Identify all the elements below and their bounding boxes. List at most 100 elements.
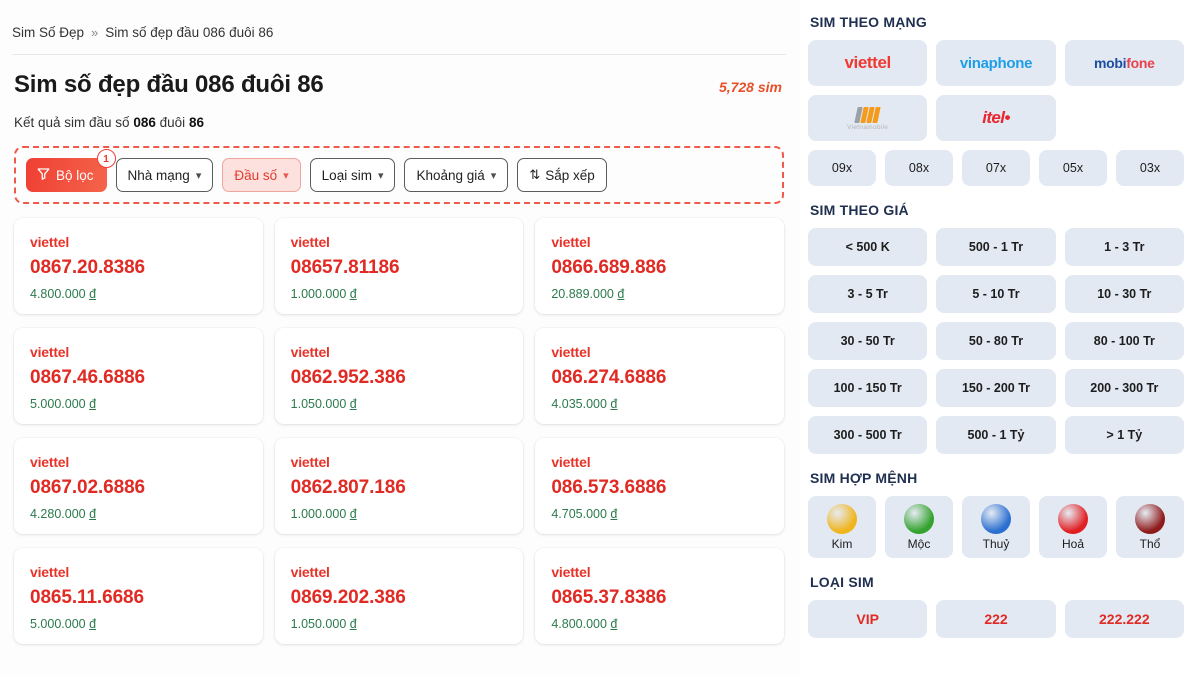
- sim-number: 0867.20.8386: [30, 257, 146, 278]
- filter-button[interactable]: Bộ lọc 1: [26, 149, 116, 192]
- sim-number: 0866.689.886: [551, 257, 667, 278]
- price-range-tile[interactable]: > 1 Tỷ: [1064, 416, 1184, 454]
- price-range-tile[interactable]: 100 - 150 Tr: [808, 369, 928, 407]
- currency-symbol: đ: [89, 617, 97, 631]
- element-Thuỷ-icon: [981, 503, 1011, 534]
- sort-button[interactable]: ⇅ Sắp xếp: [517, 158, 607, 192]
- network-logo-grid: viettel vinaphone mobifone: [808, 40, 1184, 86]
- element-tile-Hoả[interactable]: Hoả: [1039, 496, 1107, 558]
- vietnamobile-wordmark: Vietnamobile: [847, 123, 889, 131]
- filter-count-badge: 1: [96, 149, 116, 168]
- network-mobifone[interactable]: mobifone: [1064, 40, 1184, 86]
- sim-network-label: viettel: [30, 564, 70, 580]
- chip-nha-mang[interactable]: Nhà mạng ▾: [115, 158, 214, 192]
- result-prefix: Kết quả sim đầu số: [14, 115, 130, 130]
- sim-card[interactable]: viettel 0867.20.8386 4.800.000 đ: [14, 218, 263, 314]
- chip-dau-so[interactable]: Đầu số ▾: [222, 158, 301, 192]
- currency-symbol: đ: [89, 397, 97, 411]
- sim-price: 4.035.000 đ: [551, 397, 618, 411]
- vietnamobile-logo-icon: Vietnamobile: [847, 106, 888, 131]
- sim-network-label: viettel: [290, 344, 330, 360]
- sim-number: 0865.37.8386: [551, 587, 667, 608]
- section-title-network: SIM THEO MẠNG: [810, 14, 927, 30]
- chip-khoang-gia[interactable]: Khoảng giá ▾: [404, 158, 509, 192]
- prefix-tile-05x[interactable]: 05x: [1039, 150, 1107, 186]
- price-range-tile[interactable]: 3 - 5 Tr: [808, 275, 928, 313]
- prefix-tile-09x[interactable]: 09x: [808, 150, 876, 186]
- currency-symbol: đ: [89, 507, 97, 521]
- sim-network-label: viettel: [290, 454, 330, 470]
- sim-number: 0867.46.6886: [30, 367, 146, 388]
- mobifone-logo-part-b: fone: [1126, 55, 1155, 71]
- breadcrumb-current: Sim số đẹp đầu 086 đuôi 86: [105, 25, 274, 40]
- price-range-tile[interactable]: < 500 K: [808, 228, 928, 266]
- price-range-tile[interactable]: 10 - 30 Tr: [1064, 275, 1184, 313]
- sim-card[interactable]: viettel 0866.689.886 20.889.000 đ: [535, 218, 784, 314]
- sim-network-label: viettel: [551, 344, 591, 360]
- mobifone-logo-part-a: mobi: [1094, 55, 1127, 71]
- network-itel[interactable]: itel•: [936, 95, 1056, 141]
- itel-logo-icon: itel•: [982, 108, 1010, 128]
- sim-card[interactable]: viettel 0862.807.186 1.000.000 đ: [274, 438, 524, 534]
- element-Thổ-icon: [1135, 503, 1165, 534]
- network-vinaphone[interactable]: vinaphone: [936, 40, 1056, 86]
- price-range-tile[interactable]: 80 - 100 Tr: [1064, 322, 1184, 360]
- element-label: Mộc: [907, 536, 931, 551]
- element-label: Hoả: [1061, 536, 1084, 551]
- sort-updown-icon: ⇅: [529, 167, 540, 182]
- price-range-tile[interactable]: 30 - 50 Tr: [808, 322, 928, 360]
- sim-card[interactable]: viettel 0869.202.386 1.050.000 đ: [274, 548, 524, 644]
- itel-dot-icon: •: [1004, 108, 1010, 127]
- element-label: Thuỷ: [982, 536, 1010, 551]
- sim-card[interactable]: viettel 086.573.6886 4.705.000 đ: [535, 438, 784, 534]
- chip-dau-so-label: Đầu số: [234, 167, 278, 183]
- sim-number: 0867.02.6886: [30, 477, 146, 498]
- currency-symbol: đ: [349, 507, 357, 521]
- prefix-tile-07x[interactable]: 07x: [962, 150, 1030, 186]
- price-range-tile[interactable]: 500 - 1 Tỷ: [936, 416, 1056, 454]
- network-viettel[interactable]: viettel: [808, 40, 928, 86]
- price-range-tile[interactable]: 5 - 10 Tr: [936, 275, 1056, 313]
- element-tile-Thuỷ[interactable]: Thuỷ: [962, 496, 1030, 558]
- sim-price: 1.050.000 đ: [290, 617, 357, 631]
- sim-price: 4.800.000 đ: [551, 617, 618, 631]
- element-label: Kim: [831, 536, 853, 551]
- sim-card[interactable]: viettel 0867.02.6886 4.280.000 đ: [14, 438, 263, 534]
- breadcrumb-home[interactable]: Sim Số Đẹp: [12, 25, 85, 40]
- price-range-tile[interactable]: 50 - 80 Tr: [936, 322, 1056, 360]
- sim-network-label: viettel: [551, 564, 591, 580]
- sim-price: 20.889.000 đ: [551, 287, 625, 301]
- sim-card[interactable]: viettel 08657.81186 1.000.000 đ: [274, 218, 524, 314]
- price-range-tile[interactable]: 150 - 200 Tr: [936, 369, 1056, 407]
- sim-type-tile[interactable]: 222.222: [1064, 600, 1184, 638]
- element-tile-Mộc[interactable]: Mộc: [885, 496, 953, 558]
- prefix-tile-03x[interactable]: 03x: [1116, 150, 1184, 186]
- sim-type-tile[interactable]: 222: [936, 600, 1056, 638]
- sim-card[interactable]: viettel 086.274.6886 4.035.000 đ: [535, 328, 784, 424]
- element-tile-Thổ[interactable]: Thổ: [1116, 496, 1184, 558]
- element-Kim-icon: [827, 503, 857, 534]
- sim-price: 4.705.000 đ: [551, 507, 618, 521]
- sim-type-tile[interactable]: VIP: [808, 600, 928, 638]
- sidebar: SIM THEO MẠNG viettel vinaphone mobifone…: [800, 0, 1200, 675]
- sim-card[interactable]: viettel 0865.37.8386 4.800.000 đ: [535, 548, 784, 644]
- sim-card[interactable]: viettel 0865.11.6686 5.000.000 đ: [14, 548, 263, 644]
- chip-loai-sim[interactable]: Loại sim ▾: [309, 158, 396, 192]
- sort-button-label: Sắp xếp: [545, 167, 595, 183]
- network-vietnamobile[interactable]: Vietnamobile: [808, 95, 928, 141]
- price-range-tile[interactable]: 1 - 3 Tr: [1064, 228, 1184, 266]
- price-range-tile[interactable]: 300 - 500 Tr: [808, 416, 928, 454]
- vietnamobile-mark: [854, 106, 881, 123]
- price-range-tile[interactable]: 500 - 1 Tr: [936, 228, 1056, 266]
- currency-symbol: đ: [610, 507, 618, 521]
- currency-symbol: đ: [610, 617, 618, 631]
- sim-card[interactable]: viettel 0867.46.6886 5.000.000 đ: [14, 328, 263, 424]
- title-row: Sim số đẹp đầu 086 đuôi 86 5,728 sim: [12, 55, 786, 99]
- element-tile-Kim[interactable]: Kim: [808, 496, 876, 558]
- sim-network-label: viettel: [30, 234, 70, 250]
- sim-network-label: viettel: [551, 454, 591, 470]
- prefix-tile-08x[interactable]: 08x: [885, 150, 953, 186]
- sim-card[interactable]: viettel 0862.952.386 1.050.000 đ: [274, 328, 524, 424]
- price-range-tile[interactable]: 200 - 300 Tr: [1064, 369, 1184, 407]
- itel-wordmark: itel: [982, 108, 1005, 127]
